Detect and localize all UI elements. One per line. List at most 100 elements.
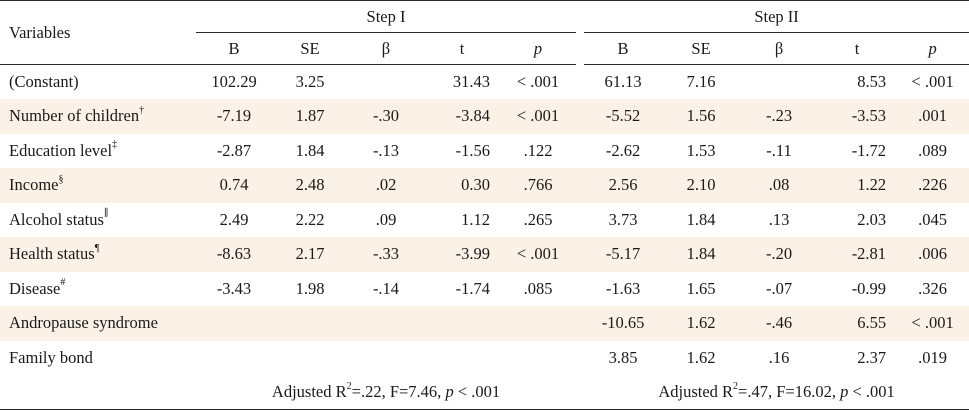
cell-s2-se: 1.65 (686, 278, 716, 298)
cell-s2-se: 1.53 (686, 140, 716, 160)
cell-s2-t: 2.03 (857, 209, 887, 229)
cell-s1-b: -2.87 (216, 140, 252, 160)
cell-s1-t: -3.84 (455, 106, 490, 126)
table-row: (Constant) 102.29 3.25 31.43 < .001 61.13 7.16… (0, 65, 969, 100)
cell-s2-p: .045 (918, 209, 947, 229)
cell-s2-se: 1.62 (686, 313, 716, 333)
cell-s2-b: 3.73 (608, 209, 638, 229)
cell-s2-se: 1.56 (686, 106, 716, 126)
cell-s1-beta: -.13 (372, 140, 400, 160)
cell-s2-t: -2.81 (851, 244, 887, 264)
row-label: Income§ (9, 173, 64, 195)
cell-s2-beta: -.07 (766, 278, 793, 298)
cell-s2-b: -2.62 (605, 140, 641, 160)
row-label: Health status¶ (9, 242, 100, 264)
cell-s2-p: .006 (918, 244, 947, 264)
cell-s2-b: -1.63 (605, 278, 641, 298)
cell-s1-p: < .001 (516, 244, 560, 264)
cell-s2-se: 1.62 (686, 347, 716, 367)
cell-s2-t: 1.22 (857, 175, 887, 195)
row-label: Family bond (9, 347, 93, 367)
cell-s2-p: .326 (918, 278, 947, 298)
cell-s2-beta (740, 65, 818, 100)
cell-s2-b: 2.56 (608, 175, 638, 195)
cell-s2-p: < .001 (911, 313, 954, 333)
table-row: Alcohol status∥ 2.49 2.22 .09 1.12 .265 3.73 1.… (0, 203, 969, 238)
cell-s1-t (424, 341, 500, 376)
row-label: Number of children† (9, 104, 145, 126)
cell-s2-p: .089 (918, 140, 947, 160)
row-label: (Constant) (9, 72, 79, 91)
col-b: B (584, 32, 663, 65)
cell-s1-beta (348, 341, 424, 376)
summary-spacer (0, 375, 196, 410)
cell-s2-b: -5.17 (605, 244, 641, 264)
cell-s1-se: 3.25 (295, 72, 325, 91)
cell-s1-b: -8.63 (216, 244, 252, 264)
col-t: t (818, 32, 897, 65)
col-se: SE (272, 32, 348, 65)
cell-s2-beta: -.20 (766, 244, 793, 264)
col-beta: β (348, 32, 424, 65)
table-row: Education level‡ -2.87 1.84 -.13 -1.56 .122 -2… (0, 134, 969, 169)
cell-s1-t: 0.30 (461, 175, 490, 195)
cell-s1-beta: .09 (375, 209, 397, 229)
table-row: Andropause syndrome -10.65 1.62 -.46 6.55 < .… (0, 306, 969, 341)
cell-s1-se: 2.48 (295, 175, 325, 195)
cell-s2-se: 2.10 (686, 175, 716, 195)
cell-s1-se (272, 341, 348, 376)
cell-s2-t: -3.53 (851, 106, 887, 126)
cell-s2-se: 1.84 (686, 244, 716, 264)
table-row: Health status¶ -8.63 2.17 -.33 -3.99 < .001 -5… (0, 237, 969, 272)
cell-s1-t: 31.43 (452, 72, 490, 91)
cell-s1-beta: .02 (375, 175, 397, 195)
cell-s2-t: -1.72 (851, 140, 887, 160)
cell-s1-se: 1.87 (295, 106, 325, 126)
cell-s2-p: .019 (918, 347, 947, 367)
cell-s1-se: 1.98 (295, 278, 325, 298)
table-row: Disease# -3.43 1.98 -.14 -1.74 .085 -1.63 1.65 -… (0, 272, 969, 307)
cell-s2-t: -0.99 (851, 278, 887, 298)
cell-s1-b: -7.19 (216, 106, 252, 126)
col-p: p (500, 32, 577, 65)
cell-s2-p: < .001 (911, 72, 954, 91)
cell-s1-t: -3.99 (455, 244, 490, 264)
cell-s2-beta: .08 (768, 175, 790, 195)
cell-s2-se: 7.16 (686, 72, 716, 91)
cell-s1-beta (348, 306, 424, 341)
cell-s1-p (500, 341, 576, 376)
variables-header: Variables (0, 0, 196, 65)
cell-s1-beta (348, 65, 424, 100)
row-label: Andropause syndrome (9, 313, 158, 333)
cell-s1-p (500, 306, 576, 341)
step1-header: Step I (196, 0, 577, 33)
col-se: SE (662, 32, 741, 65)
cell-s1-se: 2.17 (295, 244, 325, 264)
row-label: Education level‡ (9, 139, 118, 160)
cell-s2-beta: -.23 (766, 106, 793, 126)
col-t: t (424, 32, 500, 65)
cell-s1-t: -1.74 (455, 278, 490, 298)
cell-s1-b: -3.43 (216, 278, 252, 298)
col-p: p (896, 32, 969, 65)
cell-s2-se: 1.84 (686, 209, 716, 229)
cell-s1-p: < .001 (516, 106, 560, 126)
cell-s1-b (196, 306, 272, 341)
cell-s1-b: 102.29 (211, 72, 257, 91)
cell-s1-se: 1.84 (295, 140, 325, 160)
cell-s1-b: 2.49 (219, 209, 249, 229)
col-b: B (196, 32, 272, 65)
cell-s1-p: .265 (523, 209, 553, 229)
cell-s2-t: 2.37 (857, 347, 887, 367)
cell-s2-p: .001 (918, 106, 947, 126)
table-row: Number of children† -7.19 1.87 -.30 -3.84 < .… (0, 99, 969, 134)
summary-step2: Adjusted R2=.47, F=16.02, p < .001 (584, 375, 969, 410)
cell-s2-b: -10.65 (601, 313, 645, 333)
cell-s1-beta: -.33 (372, 244, 400, 264)
table-row: Family bond 3.85 1.62 .16 2.37 .019 (0, 341, 969, 376)
table-body: (Constant) 102.29 3.25 31.43 < .001 61.13 7.16… (0, 65, 969, 376)
cell-s1-se: 2.22 (295, 209, 325, 229)
cell-s1-p: .085 (523, 278, 553, 298)
cell-s1-b: 0.74 (219, 175, 249, 195)
